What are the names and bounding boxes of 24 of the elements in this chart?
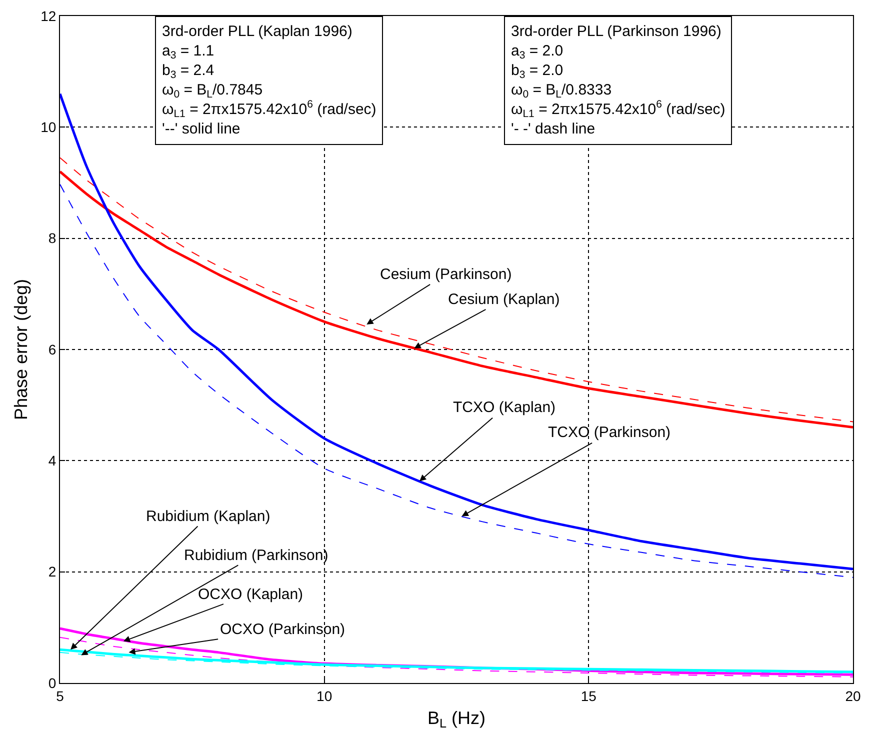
annotation: OCXO (Kaplan) <box>198 586 304 603</box>
annotation: OCXO (Parkinson) <box>220 621 346 638</box>
line-series <box>60 184 853 578</box>
y-tick-label: 8 <box>48 230 56 246</box>
text: 3rd-order PLL (Parkinson 1996) a$_{3}$ = 2.0 b$_{3}$ = 2.0 ω$_{0}$ = B$_{L}$/0.8333 ω$_{L1}$ = 2πx1575.42x10$^{6}$ (rad/sec) '- -' dash line <box>511 23 726 138</box>
y-axis-title: Phase error (deg) <box>10 278 31 420</box>
text: 3rd-order PLL (Kaplan 1996) a$_{3}$ = 1.1 b$_{3}$ = 2.4 ω$_{0}$ = B$_{L}$/0.7845 ω$_{L1}$ = 2πx1575.42x10$^{6}$ (rad/sec) '--' solid line <box>162 23 376 138</box>
x-axis-title: B$_{L}$ (Hz) <box>427 708 486 731</box>
annotation: Cesium (Kaplan) <box>448 291 560 308</box>
x-tick-label: 15 <box>580 688 597 704</box>
x-tick-label: 20 <box>845 688 861 704</box>
annotation: Rubidium (Kaplan) <box>146 508 270 525</box>
annotation: Rubidium (Parkinson) <box>184 547 328 564</box>
y-tick-label: 10 <box>40 119 56 136</box>
annotation: Cesium (Parkinson) <box>380 266 512 283</box>
x-tick-label: 5 <box>56 688 64 704</box>
y-tick-label: 6 <box>48 341 56 358</box>
annotation: TCXO (Parkinson) <box>548 424 671 441</box>
y-tick-label: 0 <box>48 674 56 691</box>
annotation: TCXO (Kaplan) <box>453 399 556 416</box>
y-tick-label: 4 <box>48 452 56 469</box>
x-tick-label: 10 <box>316 688 332 704</box>
y-tick-label: 2 <box>48 564 56 580</box>
y-tick-label: 12 <box>40 8 56 24</box>
